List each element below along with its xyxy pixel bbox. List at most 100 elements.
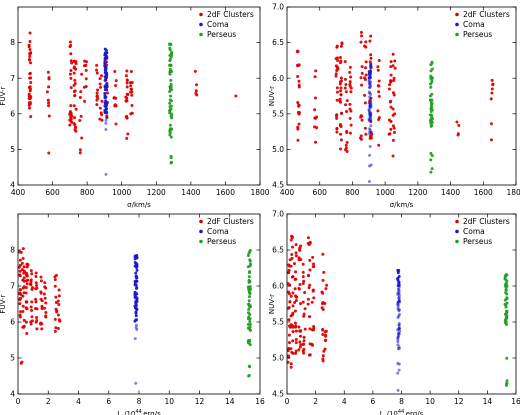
x-tick-label: 6 bbox=[370, 397, 375, 406]
data-point bbox=[289, 362, 293, 366]
data-point bbox=[28, 31, 32, 35]
data-point bbox=[84, 77, 88, 81]
y-tick-label: 4.5 bbox=[272, 181, 284, 190]
data-point bbox=[247, 311, 250, 315]
data-point bbox=[248, 249, 252, 253]
data-point bbox=[430, 67, 434, 71]
data-point bbox=[168, 133, 172, 137]
data-point bbox=[321, 328, 325, 332]
data-point bbox=[339, 138, 343, 142]
data-point bbox=[345, 109, 349, 113]
legend-label-perseus: Perseus bbox=[463, 237, 492, 246]
data-point bbox=[360, 65, 364, 69]
chart-panel-2: 400 600 800 1000 1200 1400 1600 1800 4.5 5.0 5.5 6.… bbox=[268, 3, 520, 209]
data-point bbox=[397, 296, 401, 300]
data-point bbox=[389, 65, 393, 69]
data-point bbox=[369, 136, 373, 140]
legend-label-2df-clusters: 2dF Clusters bbox=[463, 217, 510, 226]
data-point bbox=[344, 143, 348, 147]
legend-marker-coma bbox=[455, 22, 459, 27]
y-tick-label: 7 bbox=[10, 74, 15, 83]
legend-marker-2df-clusters bbox=[199, 219, 203, 224]
data-point bbox=[104, 54, 108, 58]
data-point bbox=[125, 85, 129, 89]
data-point bbox=[168, 131, 172, 135]
data-point bbox=[334, 114, 338, 118]
legend-label-2df-clusters: 2dF Clusters bbox=[207, 217, 254, 226]
data-point bbox=[95, 63, 99, 67]
y-tick-label: 6 bbox=[10, 109, 15, 118]
data-point bbox=[396, 371, 400, 375]
data-point bbox=[289, 314, 293, 318]
data-point bbox=[134, 300, 138, 304]
data-point bbox=[429, 101, 433, 105]
data-point bbox=[322, 270, 326, 274]
y-tick-label: 6.5 bbox=[272, 38, 284, 47]
data-point bbox=[320, 290, 324, 294]
x-tick-label: 1000 bbox=[376, 188, 395, 197]
data-point bbox=[343, 86, 347, 90]
y-tick-label: 5.5 bbox=[272, 318, 284, 327]
data-point bbox=[296, 63, 300, 67]
data-point bbox=[18, 274, 22, 278]
data-point bbox=[30, 300, 34, 304]
data-point bbox=[104, 67, 108, 71]
data-point bbox=[368, 39, 372, 43]
data-point bbox=[68, 112, 72, 116]
data-point bbox=[308, 258, 312, 262]
data-point bbox=[310, 342, 314, 346]
x-tick-label: 1200 bbox=[408, 188, 427, 197]
data-point bbox=[503, 277, 507, 281]
data-point bbox=[396, 278, 400, 282]
x-axis-label-unit: erg/s bbox=[406, 410, 424, 415]
legend-marker-coma bbox=[199, 22, 203, 27]
data-point bbox=[293, 301, 297, 305]
data-point bbox=[397, 368, 401, 372]
data-point bbox=[396, 305, 400, 309]
data-point bbox=[124, 95, 128, 99]
data-point bbox=[368, 132, 372, 136]
data-point bbox=[99, 85, 103, 89]
data-point bbox=[170, 112, 174, 116]
data-point bbox=[389, 105, 393, 109]
data-point bbox=[169, 99, 173, 103]
data-point bbox=[170, 50, 174, 54]
data-point bbox=[291, 304, 295, 308]
data-point bbox=[377, 118, 381, 121]
data-point bbox=[293, 262, 296, 266]
data-point bbox=[96, 96, 100, 100]
data-point bbox=[296, 101, 300, 104]
data-point bbox=[323, 301, 327, 305]
data-point bbox=[430, 98, 434, 102]
x-tick-label: 10 bbox=[164, 397, 174, 406]
data-point bbox=[46, 98, 50, 102]
data-point bbox=[105, 115, 109, 119]
data-point bbox=[105, 82, 109, 86]
data-point bbox=[389, 73, 393, 77]
data-point bbox=[18, 297, 22, 301]
data-point bbox=[360, 71, 364, 75]
x-tick-label: 600 bbox=[45, 188, 60, 197]
data-point bbox=[364, 73, 368, 77]
data-point bbox=[54, 295, 58, 299]
data-point bbox=[505, 356, 509, 360]
data-point bbox=[68, 110, 72, 114]
data-point bbox=[25, 262, 29, 266]
data-point bbox=[80, 136, 84, 140]
data-point bbox=[335, 86, 339, 90]
data-point bbox=[124, 74, 128, 78]
data-point bbox=[301, 270, 305, 274]
data-points bbox=[27, 31, 238, 176]
data-point bbox=[334, 74, 338, 78]
data-point bbox=[321, 333, 325, 337]
data-point bbox=[359, 40, 363, 44]
chart-panel-1: 400 600 800 1000 1200 1400 1600 1800 4 5 6 7 8 σ/km/s… bbox=[0, 6, 270, 209]
data-point bbox=[72, 83, 76, 87]
data-point bbox=[168, 42, 172, 46]
data-point bbox=[302, 347, 306, 351]
data-point bbox=[377, 143, 381, 147]
data-point bbox=[134, 279, 138, 283]
data-point bbox=[133, 261, 137, 264]
data-point bbox=[369, 62, 373, 66]
